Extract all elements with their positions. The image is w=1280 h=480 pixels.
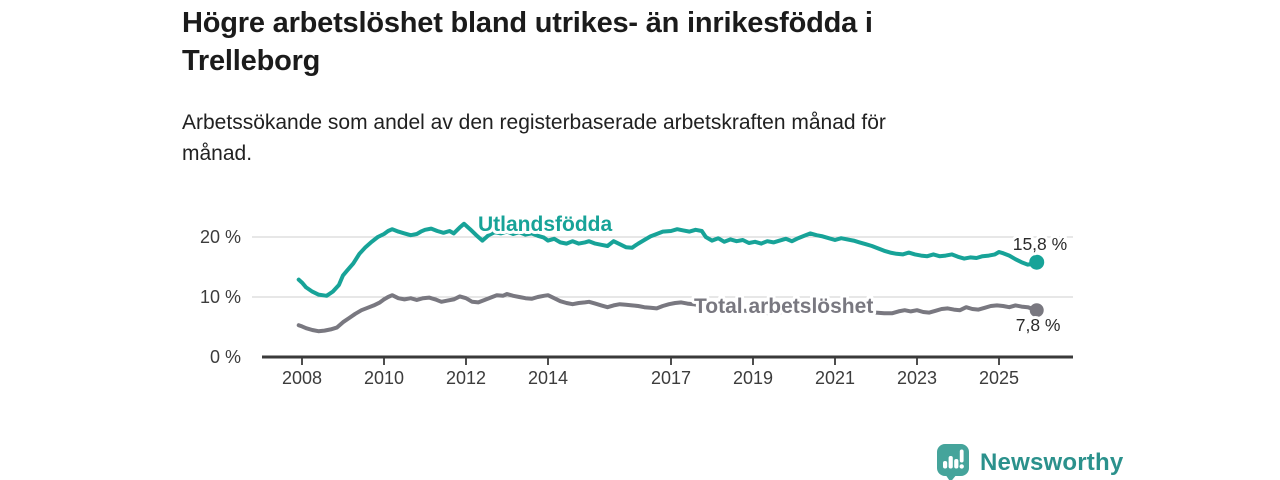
y-tick-label-10: 10 % <box>200 287 241 307</box>
x-tick-label-2025: 2025 <box>979 368 1019 388</box>
brand-wordmark: Newsworthy <box>980 448 1124 476</box>
brand-footer: Newsworthy <box>936 443 1123 480</box>
x-tick-label-2008: 2008 <box>282 368 322 388</box>
series-label-1: Total arbetslöshet <box>694 295 873 318</box>
chart-labels: 0 % 10 % 20 % 2008 2010 2012 2014 2017 2019 2021 2… <box>200 210 1070 388</box>
series-line-1 <box>296 292 1039 334</box>
subtitle-line-1: Arbetssökande som andel av den registerb… <box>182 111 886 134</box>
y-tick-label-0: 0 % <box>210 347 241 367</box>
x-tick-label-2017: 2017 <box>651 368 691 388</box>
series-end-dot-0 <box>1029 254 1045 270</box>
page-title: Högre arbetslöshet bland utrikes- än inr… <box>182 5 1002 80</box>
x-tick-label-2012: 2012 <box>446 368 486 388</box>
x-tick-label-2014: 2014 <box>528 368 568 388</box>
chart-subtitle: Arbetssökande som andel av den registerb… <box>182 108 1062 170</box>
gridlines <box>252 236 1073 298</box>
x-axis <box>262 355 1073 365</box>
line-series <box>296 221 1045 334</box>
subtitle-line-2: månad. <box>182 141 253 165</box>
title-line-1: Högre arbetslöshet bland utrikes- än inr… <box>182 7 873 39</box>
y-tick-label-20: 20 % <box>200 227 241 247</box>
series-line-0 <box>296 221 1039 298</box>
newsworthy-logo-icon <box>937 444 969 480</box>
x-tick-label-2021: 2021 <box>815 368 855 388</box>
x-tick-label-2023: 2023 <box>897 368 937 388</box>
series-end-value-0: 15,8 % <box>1013 234 1067 254</box>
x-tick-label-2019: 2019 <box>733 368 773 388</box>
x-tick-label-2010: 2010 <box>364 368 404 388</box>
series-label-0: Utlandsfödda <box>478 213 612 236</box>
title-line-2: Trelleborg <box>182 44 321 77</box>
series-end-dot-1 <box>1029 303 1044 318</box>
series-end-value-1: 7,8 % <box>1016 315 1061 335</box>
